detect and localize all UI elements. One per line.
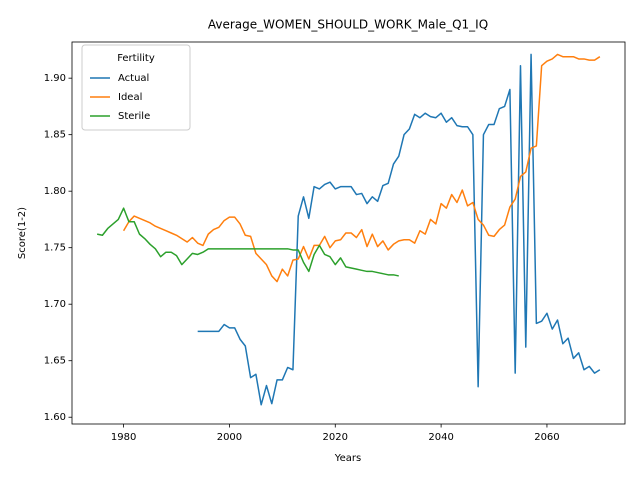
- x-axis-label: Years: [334, 453, 361, 464]
- y-tick-label: 1.85: [44, 130, 66, 141]
- x-tick-label: 2040: [428, 432, 453, 443]
- y-tick-label: 1.90: [44, 73, 66, 84]
- legend-label: Actual: [118, 73, 149, 84]
- y-tick-label: 1.70: [44, 299, 66, 310]
- y-axis-label: Score(1-2): [17, 207, 28, 259]
- legend-box: [81, 44, 191, 131]
- legend-label: Sterile: [118, 111, 150, 122]
- x-tick-label: 2060: [534, 432, 559, 443]
- y-tick-label: 1.80: [44, 186, 66, 197]
- axes-frame: [71, 41, 626, 425]
- x-tick-label: 2000: [217, 432, 242, 443]
- series-line: [197, 53, 601, 406]
- chart-title: Average_WOMEN_SHOULD_WORK_Male_Q1_IQ: [208, 18, 488, 32]
- y-tick-label: 1.60: [44, 412, 66, 423]
- y-tick-label: 1.65: [44, 356, 66, 367]
- y-tick-label: 1.75: [44, 243, 66, 254]
- x-tick-label: 2020: [323, 432, 348, 443]
- series-line: [122, 53, 601, 283]
- legend-label: Ideal: [118, 92, 142, 103]
- series-line: [96, 207, 399, 277]
- legend-title: Fertility: [117, 53, 155, 64]
- x-tick-label: 1980: [111, 432, 136, 443]
